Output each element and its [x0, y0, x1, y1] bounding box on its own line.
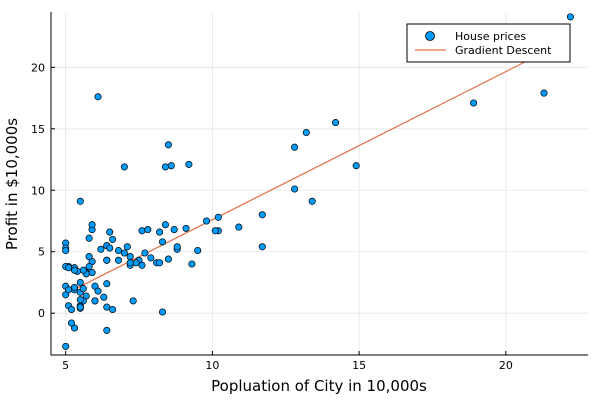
y-tick-label: 20 — [31, 61, 45, 74]
data-point — [114, 256, 123, 264]
data-point — [540, 89, 548, 97]
data-point — [70, 283, 79, 291]
y-axis-label: Profit in $10,000s — [3, 118, 21, 250]
data-point — [158, 238, 167, 246]
data-point — [202, 217, 211, 225]
data-point — [352, 162, 360, 170]
data-point — [109, 305, 117, 314]
data-point — [164, 255, 172, 263]
data-point — [79, 285, 87, 293]
data-point — [109, 235, 117, 243]
legend-label-gradient-descent: Gradient Descent — [455, 44, 552, 57]
data-point — [123, 243, 131, 251]
data-point — [97, 245, 105, 253]
data-point — [132, 259, 140, 267]
x-axis-label: Popluation of City in 10,000s — [211, 377, 427, 395]
data-point — [194, 246, 202, 255]
data-point — [88, 221, 96, 229]
data-point — [85, 234, 93, 242]
data-point — [62, 342, 70, 350]
legend-marker-house-prices — [425, 31, 435, 41]
data-point — [211, 227, 219, 235]
scatter-points — [62, 13, 574, 350]
data-point — [147, 254, 155, 262]
x-tick-label: 5 — [62, 359, 69, 372]
gradient-descent-line — [68, 38, 571, 293]
y-tick-label: 10 — [31, 184, 45, 197]
data-point — [470, 99, 478, 107]
fit-line-layer — [68, 38, 571, 293]
data-point — [332, 119, 340, 127]
data-point — [94, 287, 102, 295]
data-point — [120, 249, 128, 257]
data-point — [138, 227, 146, 235]
data-point — [156, 259, 164, 267]
data-point — [67, 319, 76, 327]
data-point — [103, 256, 111, 264]
data-point — [70, 266, 79, 274]
data-point — [302, 128, 310, 137]
data-point — [566, 13, 574, 21]
data-point — [114, 246, 123, 255]
data-point — [120, 163, 128, 171]
legend-box — [406, 23, 571, 63]
data-point — [76, 296, 84, 304]
data-point — [258, 211, 266, 219]
data-point — [106, 244, 114, 252]
data-point — [65, 286, 73, 294]
x-tick-label: 10 — [205, 359, 219, 372]
data-point — [106, 228, 114, 236]
data-point — [103, 303, 111, 311]
x-axis-ticks: 5 10 15 20 — [62, 351, 513, 372]
data-point — [67, 305, 76, 314]
data-point — [79, 266, 87, 274]
data-point — [100, 293, 108, 301]
data-point — [76, 278, 84, 287]
data-point — [161, 163, 169, 171]
data-point — [158, 308, 167, 316]
y-tick-label: 15 — [31, 123, 45, 136]
data-point — [182, 224, 190, 232]
data-point — [308, 197, 316, 205]
x-tick-label: 15 — [352, 359, 366, 372]
y-tick-label: 0 — [38, 307, 45, 320]
y-axis-ticks: 0 5 10 15 20 — [31, 61, 55, 320]
data-point — [258, 243, 266, 251]
data-point — [88, 269, 96, 277]
data-point — [94, 93, 102, 101]
data-point — [76, 197, 84, 205]
data-point — [144, 226, 152, 234]
data-point — [291, 143, 299, 151]
data-point — [126, 253, 134, 261]
legend-label-house-prices: House prices — [455, 30, 526, 43]
data-point — [65, 264, 73, 272]
data-point — [103, 280, 111, 288]
data-point — [235, 223, 243, 231]
data-point — [167, 162, 175, 170]
y-tick-label: 5 — [38, 246, 45, 259]
data-point — [103, 326, 111, 334]
legend: House prices Gradient Descent — [406, 23, 571, 63]
data-point — [138, 261, 146, 269]
data-point — [91, 297, 99, 305]
x-tick-label: 20 — [499, 359, 513, 372]
data-point — [141, 249, 149, 257]
data-point — [185, 160, 193, 168]
data-point — [85, 262, 93, 271]
data-point — [161, 221, 169, 229]
data-point — [214, 213, 222, 221]
grid-lines — [51, 12, 588, 355]
data-point — [291, 185, 299, 193]
data-point — [156, 228, 164, 236]
data-point — [126, 259, 134, 267]
data-point — [62, 246, 70, 255]
data-point — [129, 297, 137, 305]
data-point — [164, 141, 172, 149]
data-point — [173, 243, 181, 251]
data-point — [76, 303, 84, 311]
data-point — [85, 253, 93, 261]
data-point — [170, 226, 178, 234]
data-point — [188, 260, 196, 268]
